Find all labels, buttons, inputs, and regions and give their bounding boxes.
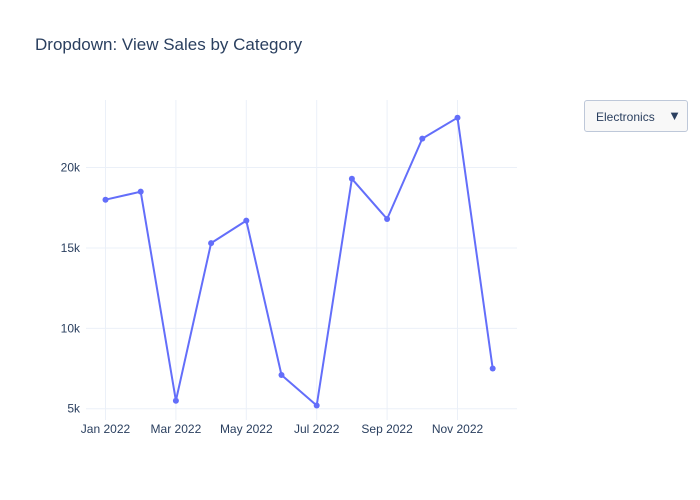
- dropdown-arrow-icon: ▼: [668, 108, 681, 123]
- x-tick-label: May 2022: [220, 422, 273, 436]
- x-tick-label: Sep 2022: [361, 422, 413, 436]
- series-layer: [102, 114, 496, 409]
- data-point: [454, 114, 461, 121]
- x-tick-label: Jan 2022: [81, 422, 131, 436]
- data-point: [313, 402, 320, 409]
- data-point: [137, 188, 144, 195]
- grid-layer: [86, 100, 517, 420]
- data-point: [384, 215, 391, 222]
- data-point: [208, 240, 215, 247]
- x-tick-label: Jul 2022: [294, 422, 340, 436]
- data-point: [172, 397, 179, 404]
- y-tick-label: 20k: [61, 161, 81, 175]
- y-tick-label: 15k: [61, 241, 81, 255]
- chart-title: Dropdown: View Sales by Category: [35, 35, 303, 54]
- x-tick-label: Nov 2022: [432, 422, 484, 436]
- data-point: [278, 371, 285, 378]
- y-tick-label: 10k: [61, 321, 81, 335]
- category-dropdown[interactable]: Electronics ▼: [584, 100, 688, 132]
- data-point: [348, 175, 355, 182]
- data-point: [102, 196, 109, 203]
- dropdown-selected-label: Electronics: [596, 110, 655, 124]
- y-tick-label: 5k: [67, 402, 81, 416]
- data-point: [419, 135, 426, 142]
- tick-layer: 5k 10k 15k 20k Jan 2022 Mar 2022 May 2022 Jul 2…: [61, 161, 484, 436]
- x-tick-label: Mar 2022: [151, 422, 202, 436]
- data-point: [243, 217, 250, 224]
- series-line: [105, 116, 494, 407]
- data-point: [489, 365, 496, 372]
